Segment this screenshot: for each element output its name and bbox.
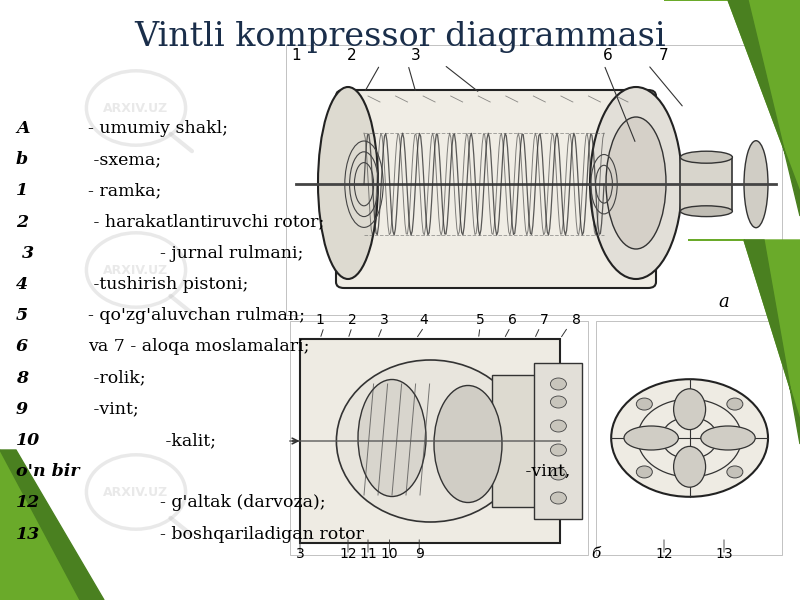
Text: ARXIV.UZ: ARXIV.UZ: [103, 101, 169, 115]
Ellipse shape: [680, 151, 733, 163]
Text: 11: 11: [359, 547, 377, 561]
Ellipse shape: [674, 446, 706, 487]
Text: 10: 10: [381, 547, 398, 561]
Text: а: а: [718, 293, 730, 311]
Text: ARXIV.UZ: ARXIV.UZ: [103, 485, 169, 499]
Text: 9: 9: [16, 401, 28, 418]
Text: 12: 12: [655, 547, 673, 561]
Text: 6: 6: [507, 313, 517, 327]
Ellipse shape: [434, 385, 502, 503]
Text: 13: 13: [16, 526, 40, 542]
Text: 6: 6: [16, 338, 28, 355]
Ellipse shape: [680, 206, 733, 217]
Text: - umumiy shakl;: - umumiy shakl;: [88, 120, 228, 137]
Circle shape: [727, 398, 743, 410]
FancyBboxPatch shape: [596, 321, 782, 555]
Text: 8: 8: [571, 313, 581, 327]
Text: 13: 13: [715, 547, 733, 561]
Text: 9: 9: [414, 547, 424, 561]
Text: - ramka;: - ramka;: [88, 182, 162, 199]
Ellipse shape: [701, 426, 755, 450]
Text: - qo'zg'aluvchan rulman;: - qo'zg'aluvchan rulman;: [88, 307, 305, 324]
Ellipse shape: [624, 426, 678, 450]
Text: -tushirish pistoni;: -tushirish pistoni;: [88, 276, 248, 293]
Text: 4: 4: [420, 313, 428, 327]
Circle shape: [636, 398, 652, 410]
Text: 12: 12: [16, 494, 40, 511]
Text: 6: 6: [603, 48, 613, 63]
Ellipse shape: [744, 141, 768, 228]
Ellipse shape: [358, 379, 426, 497]
Circle shape: [550, 444, 566, 456]
Text: 2: 2: [347, 48, 357, 63]
Text: 1: 1: [16, 182, 28, 199]
Text: va 7 - aloqa moslamalari;: va 7 - aloqa moslamalari;: [88, 338, 310, 355]
FancyBboxPatch shape: [290, 321, 588, 555]
FancyBboxPatch shape: [534, 363, 582, 519]
Text: 8: 8: [16, 370, 28, 386]
FancyBboxPatch shape: [492, 375, 536, 507]
Text: A: A: [16, 120, 30, 137]
Ellipse shape: [337, 360, 525, 522]
Circle shape: [550, 492, 566, 504]
Text: 3: 3: [380, 313, 388, 327]
Text: 2: 2: [16, 214, 28, 230]
Text: -vint;: -vint;: [88, 401, 138, 418]
Text: - jurnal rulmani;: - jurnal rulmani;: [160, 245, 303, 262]
Text: 7: 7: [540, 313, 548, 327]
Text: - boshqariladigan rotor: - boshqariladigan rotor: [160, 526, 364, 542]
Text: 12: 12: [339, 547, 357, 561]
Text: 4: 4: [16, 276, 28, 293]
Text: 2: 2: [348, 313, 356, 327]
Text: 3: 3: [296, 547, 304, 561]
Text: ARXIV.UZ: ARXIV.UZ: [103, 263, 169, 277]
Circle shape: [550, 420, 566, 432]
Text: -vint,: -vint,: [520, 463, 570, 480]
Circle shape: [550, 396, 566, 408]
FancyBboxPatch shape: [284, 42, 784, 570]
Text: -rolik;: -rolik;: [88, 370, 146, 386]
Ellipse shape: [674, 389, 706, 430]
Text: 1: 1: [291, 48, 301, 63]
Circle shape: [727, 466, 743, 478]
Ellipse shape: [590, 87, 682, 279]
Text: 5: 5: [16, 307, 28, 324]
Ellipse shape: [318, 87, 378, 279]
Text: 3: 3: [411, 48, 421, 63]
Text: 1: 1: [315, 313, 325, 327]
Text: ARXIV.UZ: ARXIV.UZ: [463, 125, 529, 139]
Circle shape: [611, 379, 768, 497]
Text: 5: 5: [476, 313, 484, 327]
Circle shape: [550, 378, 566, 390]
Text: 7: 7: [659, 48, 669, 63]
Text: b: b: [16, 151, 28, 168]
Text: - g'altak (darvoza);: - g'altak (darvoza);: [160, 494, 326, 511]
Text: - harakatlantiruvchi rotor;: - harakatlantiruvchi rotor;: [88, 214, 324, 230]
FancyBboxPatch shape: [286, 45, 782, 315]
Circle shape: [550, 468, 566, 480]
Circle shape: [636, 466, 652, 478]
Text: Vintli kompressor diagrammasi: Vintli kompressor diagrammasi: [134, 21, 666, 53]
Ellipse shape: [606, 117, 666, 249]
Text: -kalit;: -kalit;: [160, 432, 216, 449]
FancyBboxPatch shape: [680, 157, 732, 211]
FancyBboxPatch shape: [336, 90, 656, 288]
Text: ARXIV.UZ: ARXIV.UZ: [463, 413, 529, 427]
Text: 3: 3: [16, 245, 34, 262]
Text: б: б: [591, 547, 601, 561]
Text: -sxema;: -sxema;: [88, 151, 161, 168]
FancyBboxPatch shape: [300, 339, 560, 543]
Text: o'n bir: o'n bir: [16, 463, 79, 480]
Text: 10: 10: [16, 432, 40, 449]
